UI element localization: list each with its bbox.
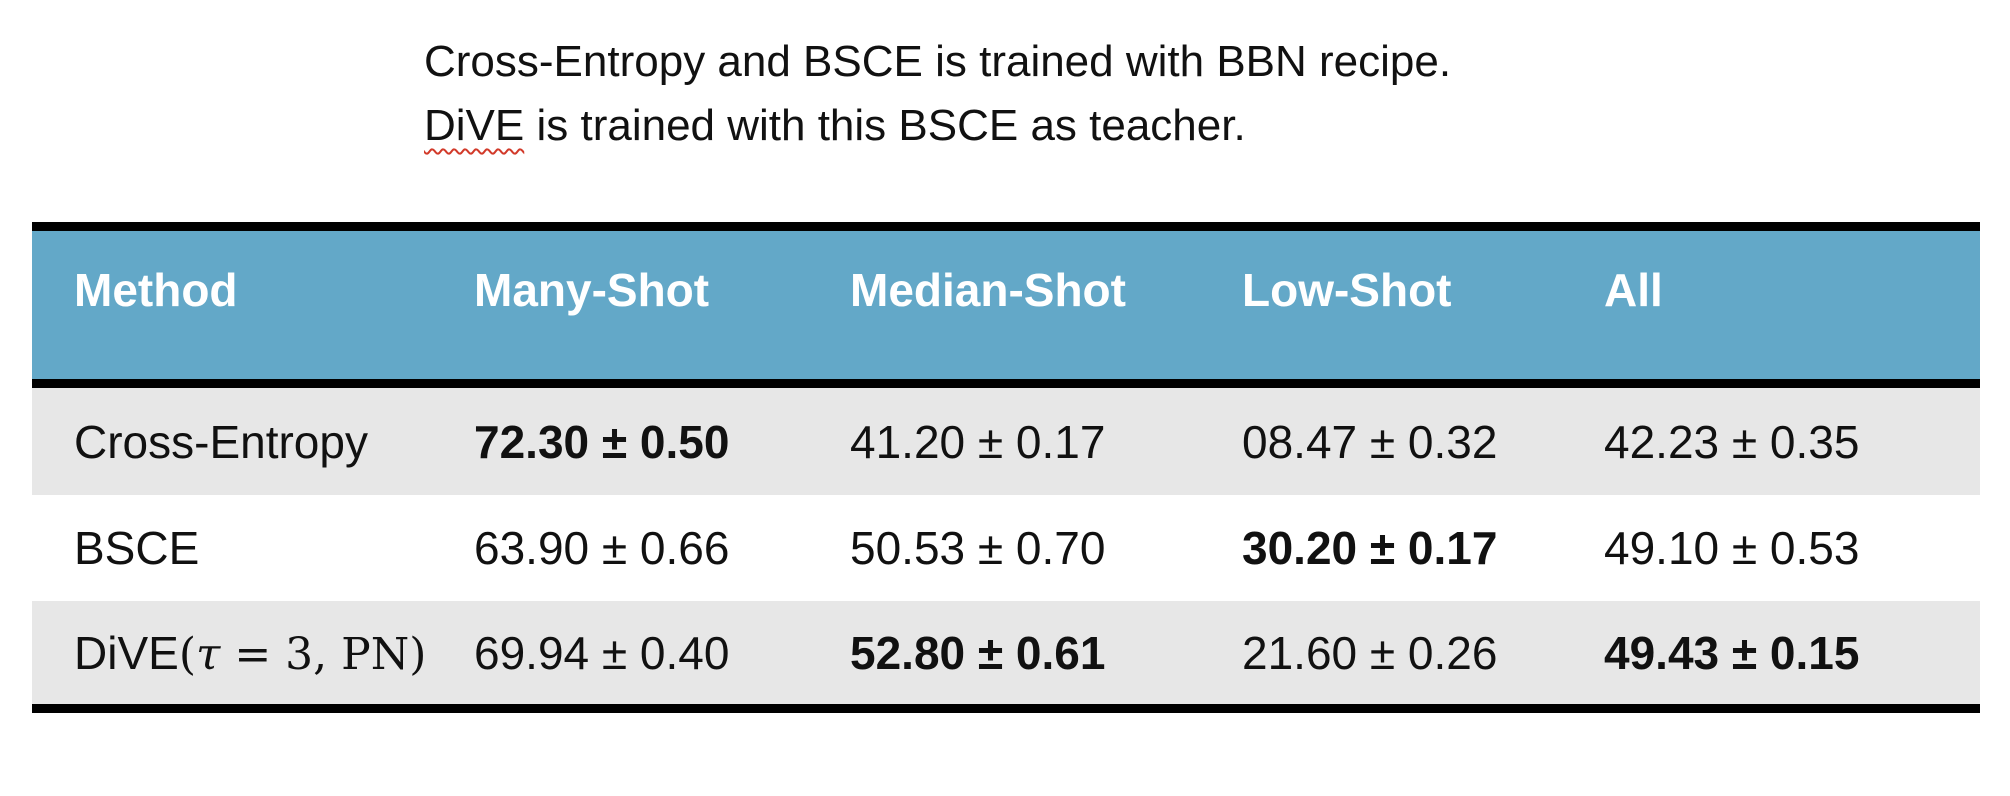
all-cell: 42.23 ± 0.35 — [1604, 415, 1860, 468]
header-all: All — [1604, 264, 1663, 316]
caption-line-2-text: is trained with this BSCE as teacher. — [524, 101, 1246, 150]
header-low-shot: Low-Shot — [1242, 264, 1452, 316]
all-cell: 49.43 ± 0.15 — [1604, 626, 1860, 679]
table-row: BSCE 63.90 ± 0.66 50.53 ± 0.70 30.20 ± 0… — [32, 495, 1980, 601]
header-many-shot: Many-Shot — [474, 264, 710, 316]
results-table: Method Many-Shot Median-Shot Low-Shot Al… — [32, 222, 1980, 713]
many-shot-cell: 63.90 ± 0.66 — [474, 522, 730, 574]
low-shot-cell: 30.20 ± 0.17 — [1242, 522, 1498, 574]
math-close-paren: ) — [409, 628, 427, 680]
caption: Cross-Entropy and BSCE is trained with B… — [424, 30, 1451, 158]
math-tau-symbol: τ — [195, 628, 221, 680]
math-open-paren: ( — [178, 628, 196, 680]
median-shot-cell: 50.53 ± 0.70 — [850, 522, 1106, 574]
method-cell: Cross-Entropy — [74, 415, 368, 468]
caption-line-2: DiVE is trained with this BSCE as teache… — [424, 94, 1451, 158]
low-shot-cell: 08.47 ± 0.32 — [1242, 415, 1498, 468]
table-row: DiVE(τ = 3, PN) 69.94 ± 0.40 52.80 ± 0.6… — [32, 601, 1980, 704]
caption-line-1: Cross-Entropy and BSCE is trained with B… — [424, 37, 1452, 86]
median-shot-cell: 52.80 ± 0.61 — [850, 626, 1106, 679]
header-median-shot: Median-Shot — [850, 264, 1126, 316]
table-header-row: Method Many-Shot Median-Shot Low-Shot Al… — [32, 231, 1980, 388]
math-equals-three: = 3, — [220, 628, 342, 680]
table-row: Cross-Entropy 72.30 ± 0.50 41.20 ± 0.17 … — [32, 388, 1980, 495]
low-shot-cell: 21.60 ± 0.26 — [1242, 626, 1498, 679]
math-pn: PN — [341, 628, 410, 680]
many-shot-cell: 69.94 ± 0.40 — [474, 626, 730, 679]
many-shot-cell: 72.30 ± 0.50 — [474, 415, 730, 468]
all-cell: 49.10 ± 0.53 — [1604, 522, 1860, 574]
method-cell: DiVE(τ = 3, PN) — [32, 626, 474, 680]
method-name: DiVE — [74, 626, 179, 679]
method-math-expression: (τ = 3, PN) — [179, 629, 427, 680]
spellcheck-flagged-word: DiVE — [424, 101, 525, 150]
method-cell: BSCE — [74, 522, 200, 574]
header-method: Method — [74, 264, 238, 316]
median-shot-cell: 41.20 ± 0.17 — [850, 415, 1106, 468]
